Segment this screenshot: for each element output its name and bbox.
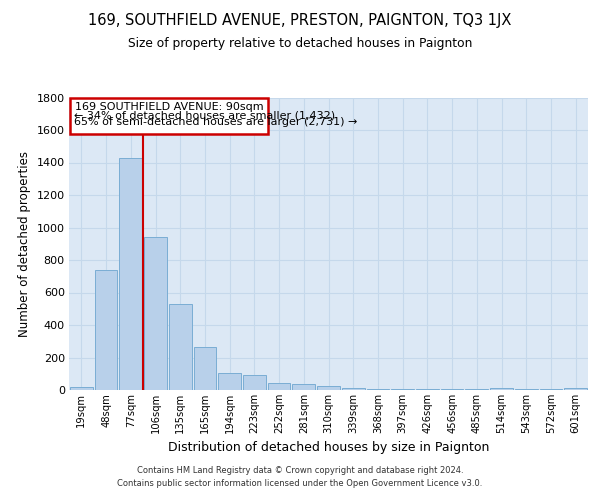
Bar [194, 347, 216, 390]
Bar [416, 389, 439, 390]
Bar [292, 384, 315, 390]
Bar [144, 238, 167, 390]
X-axis label: Distribution of detached houses by size in Paignton: Distribution of detached houses by size … [168, 442, 489, 454]
Text: 169 SOUTHFIELD AVENUE: 90sqm: 169 SOUTHFIELD AVENUE: 90sqm [75, 102, 263, 113]
Bar [342, 388, 365, 390]
Text: Size of property relative to detached houses in Paignton: Size of property relative to detached ho… [128, 38, 472, 51]
Bar [268, 382, 290, 390]
Bar [466, 389, 488, 390]
Bar [564, 388, 587, 390]
Bar [119, 158, 142, 390]
Bar [490, 388, 513, 390]
FancyBboxPatch shape [70, 98, 268, 134]
Bar [95, 270, 118, 390]
Text: Contains HM Land Registry data © Crown copyright and database right 2024.
Contai: Contains HM Land Registry data © Crown c… [118, 466, 482, 487]
Bar [367, 389, 389, 390]
Bar [391, 389, 414, 390]
Text: ← 34% of detached houses are smaller (1,432): ← 34% of detached houses are smaller (1,… [74, 110, 335, 120]
Bar [317, 386, 340, 390]
Text: 169, SOUTHFIELD AVENUE, PRESTON, PAIGNTON, TQ3 1JX: 169, SOUTHFIELD AVENUE, PRESTON, PAIGNTO… [88, 12, 512, 28]
Bar [441, 389, 463, 390]
Text: 65% of semi-detached houses are larger (2,731) →: 65% of semi-detached houses are larger (… [74, 117, 358, 127]
Bar [243, 376, 266, 390]
Bar [218, 373, 241, 390]
Bar [515, 389, 538, 390]
Bar [70, 387, 93, 390]
Bar [169, 304, 191, 390]
Y-axis label: Number of detached properties: Number of detached properties [18, 151, 31, 337]
Bar [539, 389, 562, 390]
